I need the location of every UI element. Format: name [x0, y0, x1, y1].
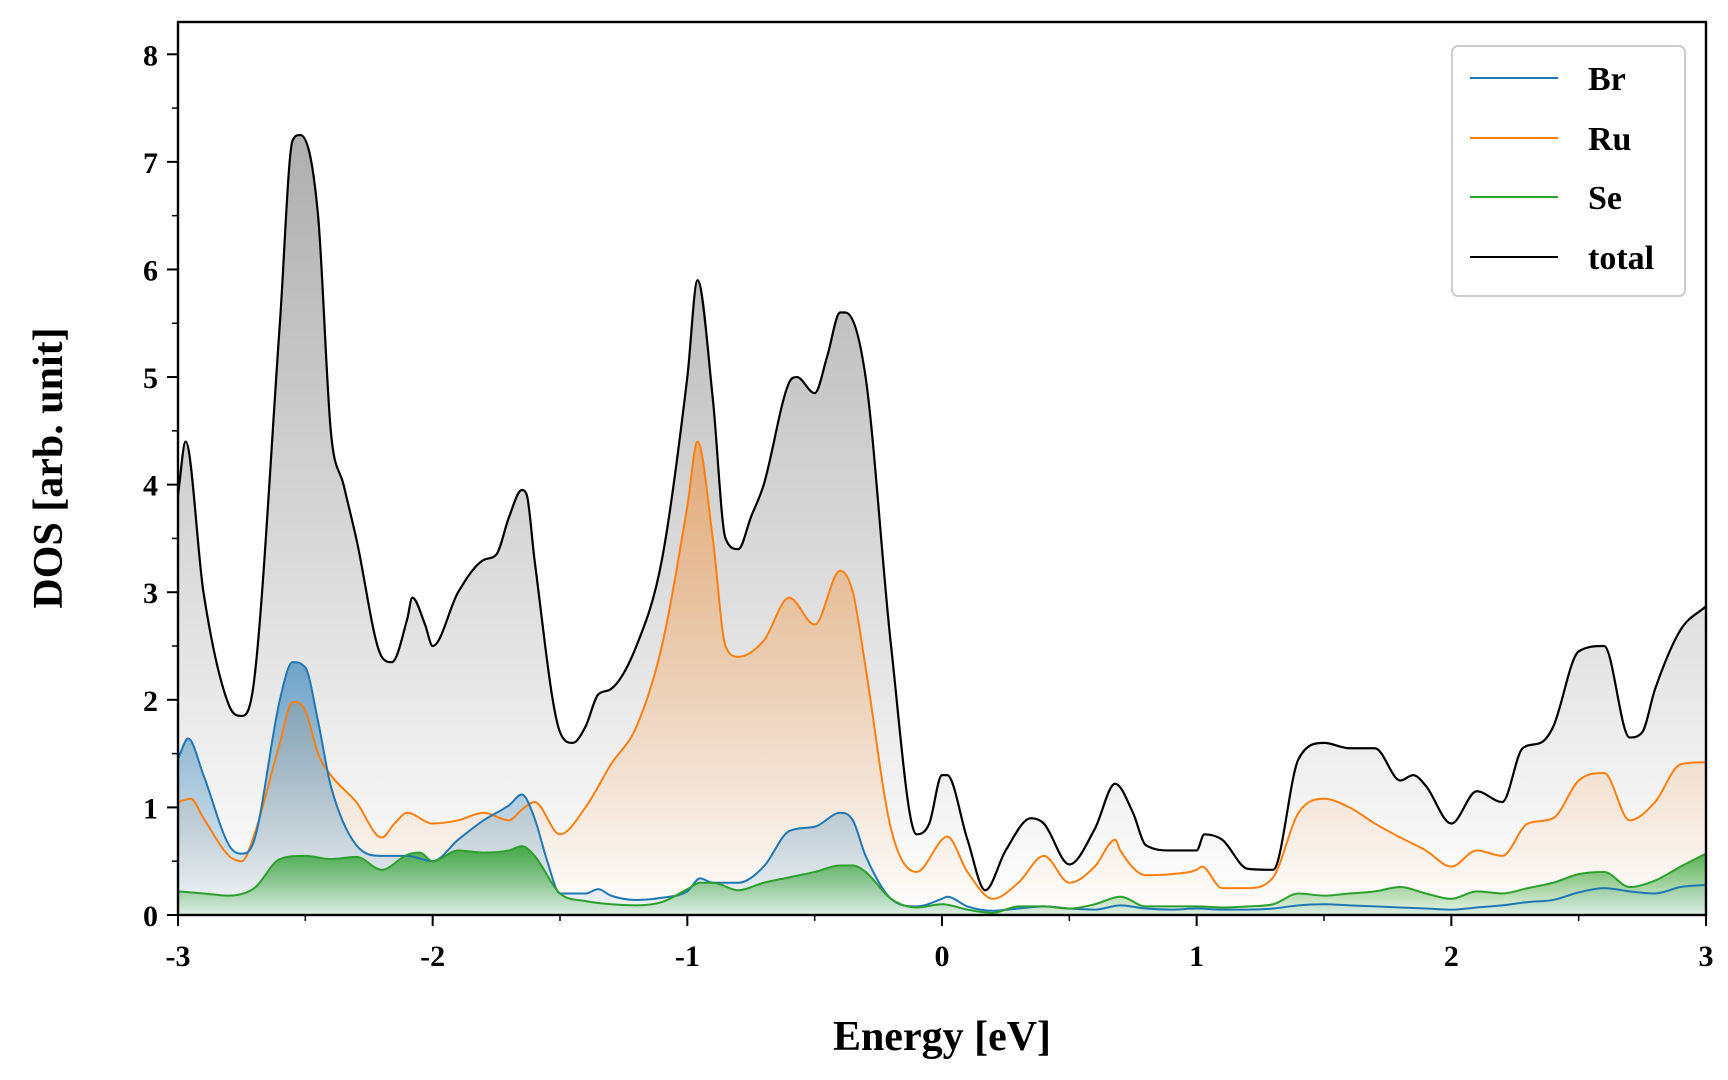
series-fill-se	[178, 846, 1706, 915]
y-tick-label: 5	[143, 362, 158, 395]
legend-label-br: Br	[1588, 61, 1626, 98]
legend-label-se: Se	[1588, 180, 1622, 217]
legend: Br Ru Se total	[1451, 45, 1686, 297]
y-axis-ticks: 0 1 2 3 4 5 6 7 8	[143, 39, 178, 933]
legend-label-total: total	[1588, 240, 1654, 277]
y-tick-label: 4	[143, 470, 158, 503]
y-tick-label: 1	[143, 792, 158, 825]
y-tick-label: 0	[143, 900, 158, 933]
series-line-se	[178, 845, 1706, 914]
legend-box	[1451, 45, 1686, 297]
y-tick-label: 7	[143, 147, 158, 180]
y-tick-label: 6	[143, 254, 158, 287]
x-tick-label: 2	[1444, 940, 1459, 973]
series-line-ru	[178, 440, 1706, 900]
series-line-br	[178, 661, 1706, 912]
x-axis-ticks: -3 -2 -1 0 1 2 3	[166, 915, 1714, 973]
series-lines	[178, 133, 1706, 914]
y-tick-label: 8	[143, 39, 158, 72]
x-tick-label: 1	[1189, 940, 1204, 973]
series-line-total	[178, 133, 1706, 892]
legend-label-ru: Ru	[1588, 121, 1631, 158]
y-tick-label: 2	[143, 685, 158, 718]
y-tick-label: 3	[143, 577, 158, 610]
x-tick-label: -2	[420, 940, 445, 973]
x-tick-label: 3	[1699, 940, 1714, 973]
x-tick-label: 0	[935, 940, 950, 973]
x-tick-label: -3	[166, 940, 191, 973]
x-tick-label: -1	[675, 940, 700, 973]
area-fills	[178, 134, 1706, 915]
y-axis-title: DOS [arb. unit]	[26, 327, 72, 608]
x-axis-title: Energy [eV]	[833, 1014, 1051, 1060]
